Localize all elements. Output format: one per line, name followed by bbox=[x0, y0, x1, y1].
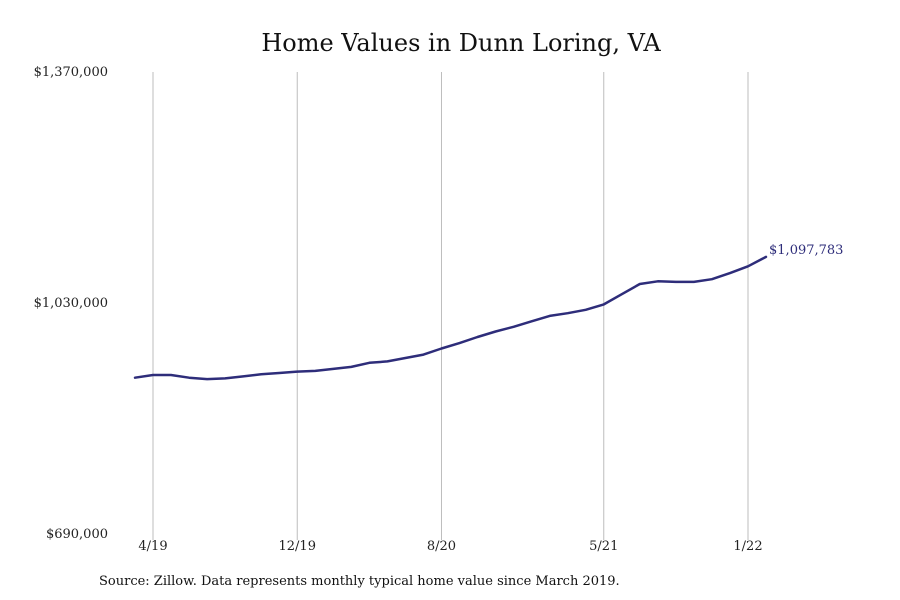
source-note: Source: Zillow. Data represents monthly … bbox=[99, 574, 620, 589]
chart-title: Home Values in Dunn Loring, VA bbox=[261, 29, 661, 57]
y-axis: $690,000 $1,030,000 $1,370,000 bbox=[34, 65, 108, 542]
series-line-0 bbox=[133, 255, 768, 381]
x-tick-label-1: 12/19 bbox=[279, 539, 316, 554]
x-tick-label-4: 1/22 bbox=[733, 539, 762, 554]
y-tick-label-0: $690,000 bbox=[46, 527, 108, 542]
x-tick-label-3: 5/21 bbox=[589, 539, 618, 554]
y-tick-label-2: $1,370,000 bbox=[34, 65, 108, 80]
x-tick-label-2: 8/20 bbox=[427, 539, 456, 554]
end-value-label: $1,097,783 bbox=[769, 243, 843, 258]
y-tick-label-1: $1,030,000 bbox=[34, 296, 108, 311]
x-axis: 4/19 12/19 8/20 5/21 1/22 bbox=[138, 539, 762, 554]
plot-area: $1,097,783 bbox=[133, 243, 843, 381]
x-gridlines bbox=[152, 72, 749, 540]
x-tick-label-0: 4/19 bbox=[138, 539, 167, 554]
